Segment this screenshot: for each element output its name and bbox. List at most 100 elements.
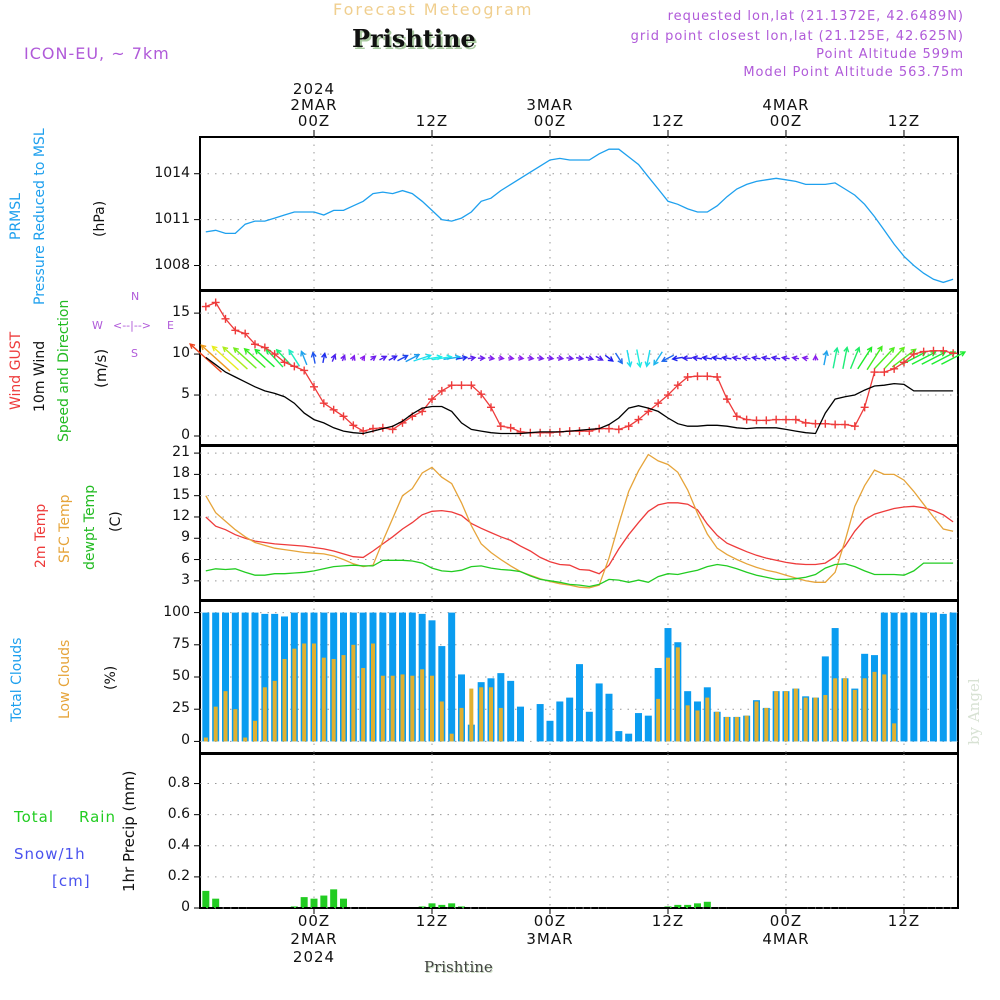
low-cloud-bar: [783, 691, 788, 742]
low-cloud-bar: [793, 688, 798, 742]
gust-marker: [713, 373, 722, 382]
wind-arrow-shaft: [636, 349, 641, 367]
rain-bar: [684, 904, 692, 908]
wind-arrow-shaft: [692, 356, 703, 360]
gust-marker: [221, 314, 230, 323]
wind-arrow-shaft: [405, 354, 420, 363]
total-cloud-bar: [900, 612, 908, 742]
rain-bar: [202, 890, 210, 908]
rain-bar: [310, 898, 318, 908]
low-cloud-bar: [262, 687, 267, 742]
gust-marker: [772, 415, 781, 424]
low-cloud-bar: [705, 697, 710, 742]
low-cloud-bar: [410, 675, 415, 742]
gust-marker: [624, 422, 633, 431]
wind-arrow-head: [340, 354, 346, 361]
wind-arrow-head: [660, 356, 668, 362]
total-cloud-bar: [448, 612, 456, 742]
wind-arrow-shaft: [300, 351, 308, 366]
low-cloud-bar: [862, 678, 867, 742]
y-tick-label: 75: [172, 635, 190, 652]
wind-arrow-head: [636, 361, 643, 369]
precip-snow-unit: [cm]: [52, 872, 91, 890]
bottom-time-label: 3MAR: [526, 930, 574, 948]
total-cloud-bar: [556, 701, 564, 742]
total-cloud-bar: [625, 733, 633, 742]
gust-marker: [270, 350, 279, 359]
top-time-label: 00Z: [533, 112, 567, 130]
wind-arrow-head: [275, 348, 282, 355]
gust-marker: [201, 302, 210, 311]
rain-bar: [320, 895, 328, 908]
wind-arrow-shaft: [866, 346, 883, 371]
gust-marker: [870, 368, 879, 377]
low-cloud-bar: [754, 701, 759, 742]
low-cloud-bar: [498, 707, 503, 742]
low-cloud-bar: [292, 648, 297, 742]
wind-arrow-head: [701, 355, 708, 362]
rain-bar: [428, 903, 436, 908]
y-tick-label: 15: [172, 486, 190, 503]
low-cloud-bar: [469, 688, 474, 742]
compass-e: E: [167, 319, 174, 332]
gust-marker: [781, 415, 790, 424]
wind-arrow-head: [330, 353, 337, 360]
total-cloud-bar: [634, 713, 642, 742]
gust-marker: [280, 358, 289, 367]
rain-bar: [212, 898, 220, 908]
bottom-time-label: 2024: [292, 948, 336, 966]
gust-marker: [801, 418, 810, 427]
bottom-time-label: 4MAR: [762, 930, 810, 948]
compass-arrows: <--|-->: [113, 319, 152, 332]
wind-arrow-shaft: [222, 346, 248, 370]
wind-arrow-shaft: [672, 356, 684, 360]
total-cloud-bar: [575, 664, 583, 742]
wind-arrow-head: [254, 348, 261, 355]
gust-marker: [742, 415, 751, 424]
rain-bar: [674, 904, 682, 908]
wind-arrow-head: [402, 354, 409, 361]
wind-arrow-head: [877, 345, 883, 352]
y-tick-label: 3: [181, 571, 190, 588]
y-tick-label: 0.8: [167, 774, 190, 791]
total-cloud-bar: [212, 612, 220, 742]
point-altitude: Point Altitude 599m: [816, 47, 964, 62]
total-cloud-bar: [939, 613, 947, 742]
gust-marker: [811, 419, 820, 428]
low-cloud-bar: [380, 675, 385, 742]
low-cloud-bar: [744, 715, 749, 742]
wind-arrow-shaft: [614, 352, 623, 364]
gust-marker: [427, 395, 436, 404]
gust-marker: [349, 421, 358, 430]
gust-marker: [850, 422, 859, 431]
gust-marker: [732, 412, 741, 421]
y-tick-label: 50: [172, 668, 190, 684]
low-cloud-bar: [223, 691, 228, 742]
wind-arrow-head: [899, 346, 906, 353]
total-cloud-bar: [222, 612, 230, 742]
total-cloud-bar: [516, 706, 524, 742]
low-cloud-bar: [370, 643, 375, 742]
wind-arrow-shaft: [422, 355, 442, 361]
wind-arrow-shaft: [646, 349, 651, 367]
gust-marker: [762, 416, 771, 425]
y-tick-label: 18: [172, 465, 190, 482]
total-cloud-bar: [241, 612, 249, 742]
wind-arrow-shaft: [874, 347, 895, 370]
wind-arrow-shaft: [397, 354, 408, 362]
total-cloud-bar: [605, 693, 613, 742]
wind-arrow-head: [889, 346, 895, 353]
gust-marker: [909, 350, 918, 359]
gust-marker: [506, 423, 515, 432]
low-cloud-bar: [803, 697, 808, 742]
gust-marker: [614, 425, 623, 434]
series-line-wind-gust: [205, 301, 954, 434]
rain-bar: [330, 889, 338, 908]
rain-bar: [300, 897, 308, 908]
wind-arrow-head: [567, 355, 575, 362]
precip-total-label: Total: [14, 808, 55, 826]
wind-arrow-shaft: [322, 353, 326, 364]
wind-arrow-shaft: [891, 348, 917, 368]
gust-marker: [860, 403, 869, 412]
